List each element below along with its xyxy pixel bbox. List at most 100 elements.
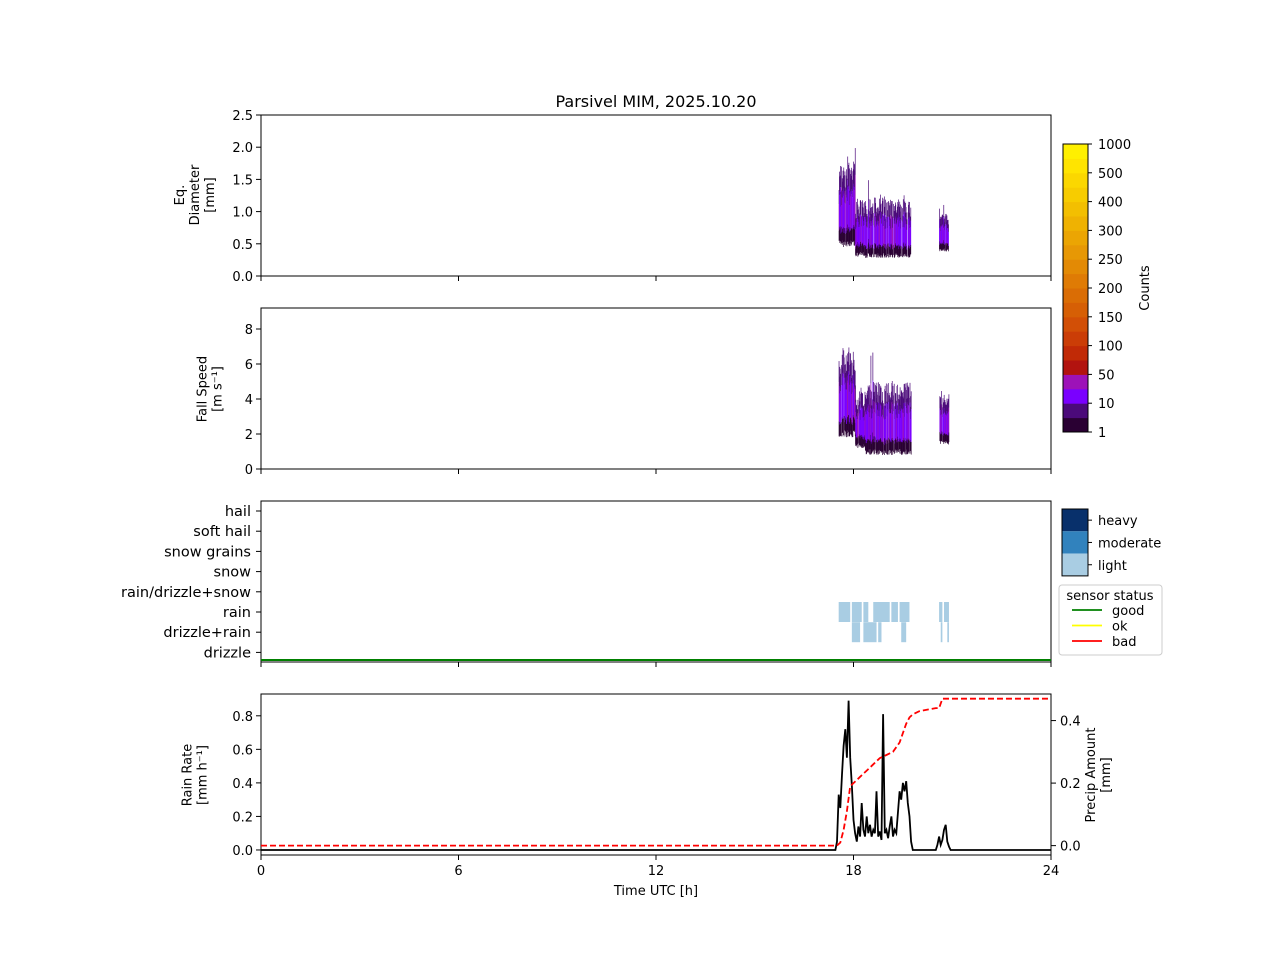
fallspeed-cell bbox=[943, 413, 945, 436]
fallspeed-cell bbox=[841, 385, 842, 423]
diameter-cell bbox=[908, 212, 910, 226]
diameter-cell bbox=[848, 189, 849, 227]
fallspeed-cell bbox=[880, 405, 882, 440]
diameter-cell bbox=[945, 243, 947, 251]
diameter-cell bbox=[893, 203, 894, 219]
diameter-cell bbox=[909, 228, 911, 249]
diameter-cell bbox=[904, 216, 906, 246]
diameter-cell bbox=[941, 243, 943, 250]
diameter-cell bbox=[874, 213, 875, 243]
diameter-cell bbox=[904, 217, 905, 228]
diameter-cell bbox=[845, 175, 847, 195]
fallspeed-cell bbox=[892, 404, 894, 439]
fallspeed-cell bbox=[884, 438, 886, 452]
diameter-cell bbox=[869, 199, 871, 216]
intensity-label: heavy bbox=[1098, 514, 1138, 529]
fallspeed-cell bbox=[858, 436, 860, 447]
diameter-cell bbox=[854, 229, 856, 246]
diameter-cell bbox=[845, 194, 847, 231]
fallspeed-cell bbox=[897, 402, 898, 437]
diameter-cell bbox=[899, 245, 901, 254]
diameter-cell bbox=[886, 217, 888, 247]
diameter-cell bbox=[894, 247, 895, 258]
fallspeed-cell bbox=[901, 442, 903, 455]
diameter-cell bbox=[909, 217, 910, 247]
fallspeed-cell bbox=[863, 410, 865, 421]
fallspeed-cell bbox=[873, 400, 875, 437]
colorbar-segment bbox=[1063, 273, 1088, 289]
diameter-cell bbox=[870, 225, 871, 249]
fallspeed-cell bbox=[899, 399, 901, 415]
diameter-cell bbox=[884, 229, 886, 249]
fallspeed-cell bbox=[846, 380, 848, 417]
diameter-cell bbox=[846, 169, 847, 190]
diameter-cell bbox=[860, 200, 861, 215]
precip-amount-line bbox=[261, 697, 1051, 847]
diameter-cell bbox=[847, 164, 849, 188]
fallspeed-cell bbox=[906, 402, 908, 440]
fallspeed-cell bbox=[885, 383, 887, 404]
fallspeed-cell bbox=[883, 406, 885, 419]
fallspeed-cell bbox=[948, 435, 949, 445]
fallspeed-cell bbox=[866, 414, 867, 443]
diameter-cell bbox=[948, 231, 949, 246]
diameter-cell bbox=[870, 213, 871, 226]
diameter-cell bbox=[895, 218, 897, 245]
fallspeed-cell bbox=[859, 410, 861, 420]
fallspeed-cell bbox=[842, 419, 843, 433]
fallspeed-cell bbox=[845, 373, 846, 390]
diameter-cell bbox=[939, 228, 941, 245]
diameter-cell bbox=[945, 224, 947, 244]
diameter-cell bbox=[877, 213, 878, 225]
fallspeed-cell bbox=[869, 412, 871, 440]
fallspeed-cell bbox=[872, 408, 874, 440]
diameter-cell bbox=[841, 187, 842, 227]
diameter-cell bbox=[876, 211, 877, 225]
fallspeed-cell bbox=[875, 403, 876, 438]
diameter-cell bbox=[900, 220, 902, 247]
diameter-cell bbox=[884, 206, 886, 222]
fallspeed-cell bbox=[870, 434, 872, 455]
fallspeed-cell bbox=[888, 411, 890, 443]
fallspeed-cell bbox=[868, 439, 869, 450]
fallspeed-cell bbox=[851, 422, 853, 438]
colorbar-tick-label: 500 bbox=[1098, 167, 1123, 182]
diameter-cell bbox=[859, 246, 861, 255]
diameter-cell bbox=[859, 213, 860, 225]
fallspeed-cell bbox=[945, 433, 947, 442]
diameter-cell bbox=[910, 207, 912, 221]
fallspeed-cell bbox=[873, 409, 875, 442]
colorbar-tick-label: 50 bbox=[1098, 368, 1115, 383]
intensity-swatch bbox=[1062, 553, 1088, 576]
diameter-cell bbox=[866, 249, 868, 258]
diameter-cell bbox=[843, 232, 844, 248]
diameter-cell bbox=[884, 247, 886, 258]
diameter-cell bbox=[869, 228, 871, 249]
fallspeed-cell bbox=[910, 419, 911, 443]
fallspeed-cell bbox=[895, 409, 897, 439]
fallspeed-cell bbox=[844, 422, 846, 437]
diameter-ytick-label: 1.5 bbox=[232, 173, 253, 188]
diameter-cell bbox=[846, 227, 847, 243]
fallspeed-cell bbox=[882, 414, 884, 442]
fallspeed-cell bbox=[850, 353, 851, 377]
fallspeed-cell bbox=[852, 375, 854, 393]
drizzle-rain-light-span bbox=[851, 622, 861, 643]
fallspeed-cell bbox=[905, 437, 907, 452]
rain-rate-line bbox=[261, 700, 1051, 851]
diameter-cell bbox=[843, 175, 845, 194]
diameter-cell bbox=[876, 248, 877, 258]
diameter-cell bbox=[846, 201, 848, 231]
fallspeed-cell bbox=[870, 383, 872, 435]
diameter-cell bbox=[944, 222, 945, 231]
fallspeed-cell bbox=[907, 398, 908, 414]
diameter-cell bbox=[849, 227, 851, 241]
fallspeed-cell bbox=[854, 388, 855, 420]
fallspeed-heatmap bbox=[838, 347, 950, 455]
fallspeed-cell bbox=[875, 413, 877, 443]
diameter-ytick-label: 1.0 bbox=[232, 206, 253, 221]
fallspeed-cell bbox=[854, 386, 856, 419]
diameter-cell bbox=[851, 191, 853, 229]
fallspeed-cell bbox=[839, 368, 841, 388]
